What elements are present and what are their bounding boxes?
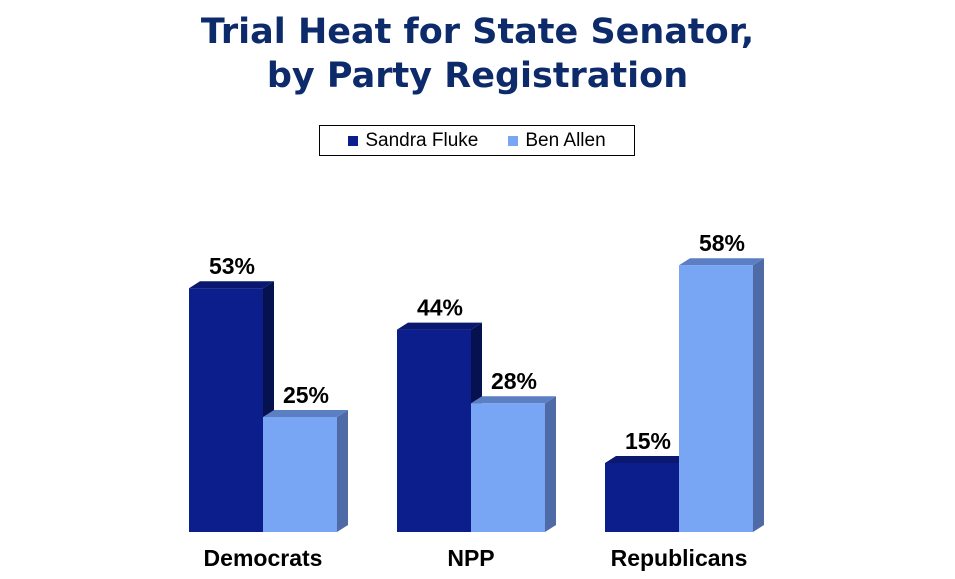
bar-republicans-ben-allen bbox=[679, 265, 753, 532]
bar-npp-ben-allen bbox=[471, 403, 545, 532]
bar-top-npp-ben-allen bbox=[471, 396, 556, 404]
bar-top-npp-sandra-fluke bbox=[397, 322, 482, 330]
bar-democrats-sandra-fluke bbox=[189, 288, 263, 532]
legend-label-sandra-fluke: Sandra Fluke bbox=[365, 129, 479, 151]
data-label-democrats-ben-allen: 25% bbox=[283, 382, 329, 408]
data-label-democrats-sandra-fluke: 53% bbox=[209, 253, 255, 279]
data-label-republicans-ben-allen: 58% bbox=[699, 230, 745, 256]
bar-side-npp-ben-allen bbox=[545, 396, 556, 532]
chart-legend: Sandra Fluke Ben Allen bbox=[319, 125, 635, 156]
data-label-npp-sandra-fluke: 44% bbox=[417, 295, 463, 321]
legend-swatch-ben-allen bbox=[508, 135, 519, 146]
legend-label-ben-allen: Ben Allen bbox=[525, 129, 606, 151]
bar-democrats-ben-allen bbox=[263, 417, 337, 532]
bar-top-democrats-sandra-fluke bbox=[189, 281, 274, 289]
category-label-democrats: Democrats bbox=[204, 545, 323, 571]
chart-title-line1: Trial Heat for State Senator, bbox=[200, 12, 755, 52]
data-label-npp-ben-allen: 28% bbox=[491, 368, 537, 394]
bar-republicans-sandra-fluke bbox=[605, 463, 679, 532]
legend-item-ben-allen: Ben Allen bbox=[508, 129, 606, 152]
bar-top-republicans-sandra-fluke bbox=[605, 456, 690, 463]
bar-side-republicans-ben-allen bbox=[753, 258, 764, 532]
category-label-npp: NPP bbox=[447, 545, 494, 571]
legend-swatch-sandra-fluke bbox=[348, 135, 359, 146]
category-label-republicans: Republicans bbox=[611, 545, 748, 571]
chart-title-line2: by Party Registration bbox=[266, 56, 689, 96]
bar-npp-sandra-fluke bbox=[397, 329, 471, 532]
data-label-republicans-sandra-fluke: 15% bbox=[625, 428, 671, 454]
legend-item-sandra-fluke: Sandra Fluke bbox=[348, 130, 478, 152]
bar-top-democrats-ben-allen bbox=[263, 410, 348, 417]
chart-title: Trial Heat for State Senator, by Party R… bbox=[0, 10, 955, 98]
bar-side-democrats-ben-allen bbox=[337, 410, 348, 532]
bar-top-republicans-ben-allen bbox=[679, 258, 764, 266]
